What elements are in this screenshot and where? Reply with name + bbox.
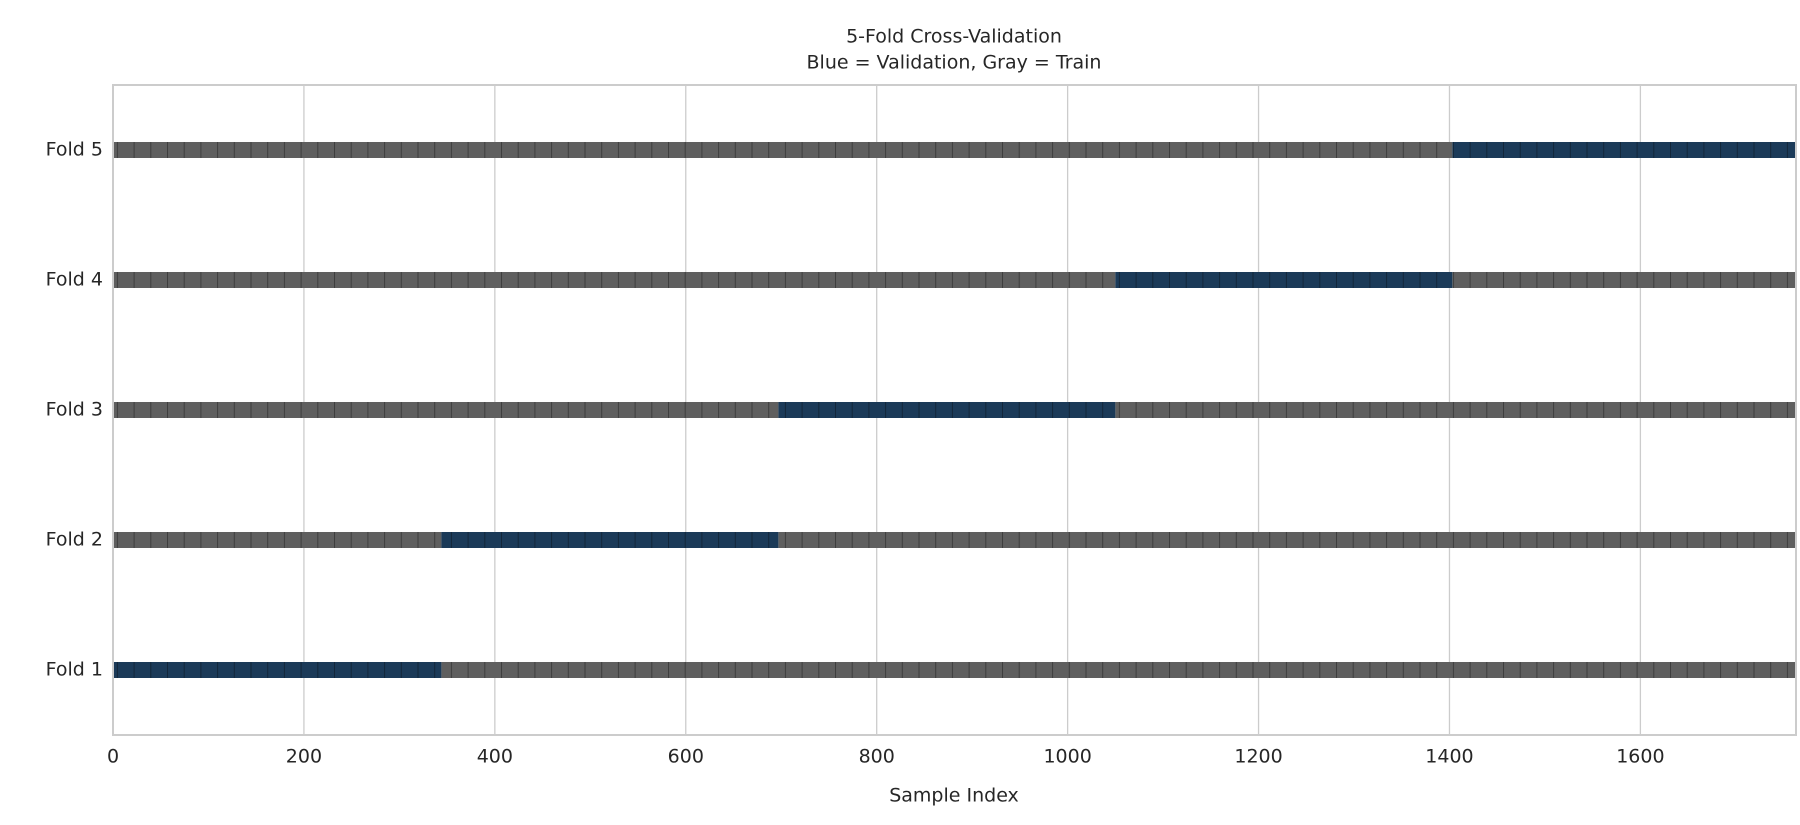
x-tick-label: 200 (286, 746, 322, 768)
x-tick-label: 0 (107, 746, 119, 768)
x-tick-label: 800 (859, 746, 895, 768)
segment-texture (1115, 272, 1453, 288)
x-tick-label: 1000 (1043, 746, 1091, 768)
x-tick-label: 1600 (1616, 746, 1664, 768)
segment-texture (113, 532, 442, 548)
x-tick-label: 1200 (1234, 746, 1282, 768)
segment-texture (1452, 142, 1796, 158)
segment-texture (778, 532, 1796, 548)
segment-texture (441, 662, 1796, 678)
segment-texture (441, 532, 779, 548)
y-tick-label: Fold 3 (46, 399, 103, 421)
plot-frame (112, 84, 1797, 736)
segment-texture (113, 272, 1116, 288)
x-tick-label: 1400 (1425, 746, 1473, 768)
segment-texture (113, 402, 779, 418)
chart-subtitle: Blue = Validation, Gray = Train (807, 52, 1102, 74)
y-tick-label: Fold 4 (46, 269, 103, 291)
segment-texture (1115, 402, 1796, 418)
segment-texture (113, 142, 1453, 158)
segment-texture (1452, 272, 1796, 288)
x-tick-label: 400 (477, 746, 513, 768)
y-tick-label: Fold 5 (46, 139, 103, 161)
y-tick-label: Fold 1 (46, 659, 103, 681)
x-axis-label: Sample Index (889, 785, 1019, 807)
segment-texture (113, 662, 442, 678)
x-tick-label: 600 (668, 746, 704, 768)
chart-title: 5-Fold Cross-Validation (846, 26, 1062, 48)
segment-texture (778, 402, 1116, 418)
y-tick-label: Fold 2 (46, 529, 103, 551)
